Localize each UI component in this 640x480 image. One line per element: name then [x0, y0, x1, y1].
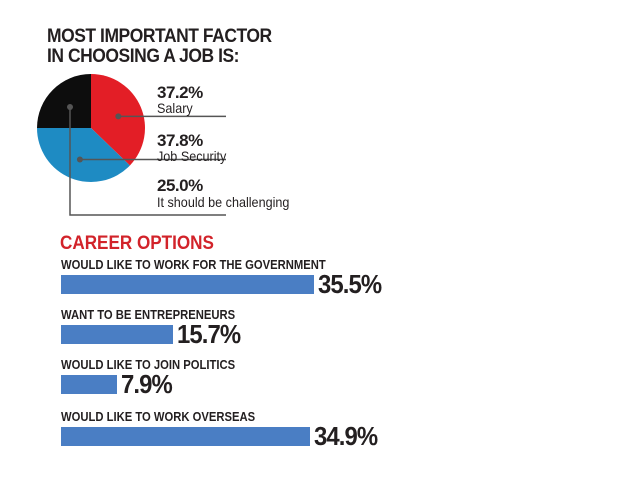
leader-line — [69, 106, 226, 216]
pie-slice — [91, 74, 145, 166]
leader-dot — [115, 113, 122, 120]
bar-value: 35.5% — [318, 269, 382, 299]
bar-value: 34.9% — [313, 421, 378, 451]
bar — [61, 325, 173, 344]
slice-label-challenging: It should be challenging — [157, 194, 290, 210]
slice-label-job-security: Job Security — [157, 148, 227, 164]
bar-label: WOULD LIKE TO WORK FOR THE GOVERNMENT — [61, 258, 326, 272]
slice-value-job-security: 37.8% — [157, 131, 203, 150]
slice-value-challenging: 25.0% — [157, 176, 203, 195]
bar — [61, 427, 310, 446]
bar-value: 15.7% — [176, 319, 241, 349]
bar-section-title: CAREER OPTIONS — [60, 233, 214, 254]
bar-label: WANT TO BE ENTREPRENEURS — [61, 308, 236, 322]
bar-label: WOULD LIKE TO JOIN POLITICS — [61, 358, 236, 372]
slice-value-salary: 37.2% — [157, 83, 203, 102]
bar-label: WOULD LIKE TO WORK OVERSEAS — [61, 410, 256, 424]
pie-slice — [37, 74, 91, 128]
pie-slice — [37, 128, 130, 182]
pie-title: MOST IMPORTANT FACTOR IN CHOOSING A JOB … — [47, 26, 272, 67]
bar-value: 7.9% — [121, 369, 173, 399]
bar — [61, 375, 118, 394]
slice-label-salary: Salary — [157, 100, 193, 116]
leader-dot — [66, 103, 73, 110]
leader-dot — [76, 156, 83, 163]
bar — [61, 275, 315, 294]
